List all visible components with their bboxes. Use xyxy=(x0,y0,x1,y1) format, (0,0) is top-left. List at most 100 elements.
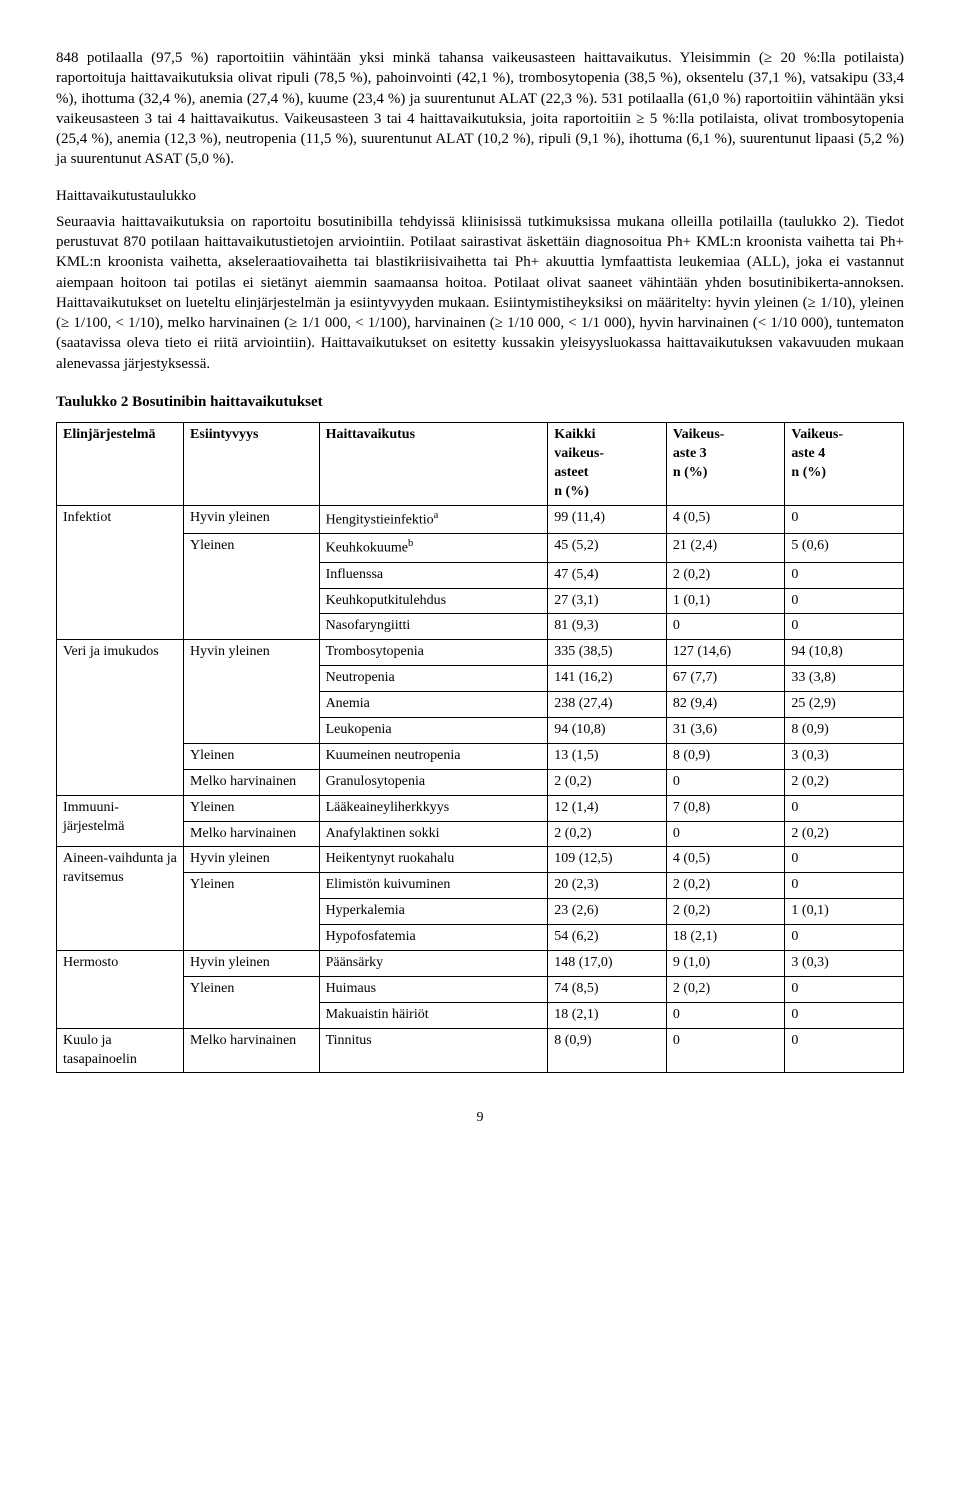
cell-all-grades: 238 (27,4) xyxy=(548,692,667,718)
cell-grade-3: 0 xyxy=(666,1002,785,1028)
cell-grade-3: 1 (0,1) xyxy=(666,588,785,614)
cell-grade-3: 18 (2,1) xyxy=(666,925,785,951)
cell-grade-4: 0 xyxy=(785,505,904,534)
table-row: YleinenKuumeinen neutropenia13 (1,5)8 (0… xyxy=(57,743,904,769)
body-paragraph-2: Seuraavia haittavaikutuksia on raportoit… xyxy=(56,212,904,374)
cell-adverse-event: Leukopenia xyxy=(319,718,548,744)
cell-frequency: Hyvin yleinen xyxy=(184,505,320,534)
cell-grade-4: 3 (0,3) xyxy=(785,951,904,977)
cell-adverse-event: Päänsärky xyxy=(319,951,548,977)
col-header-system: Elinjärjestelmä xyxy=(57,423,184,506)
cell-frequency: Melko harvinainen xyxy=(184,1028,320,1073)
cell-all-grades: 335 (38,5) xyxy=(548,640,667,666)
cell-adverse-event: Heikentynyt ruokahalu xyxy=(319,847,548,873)
cell-grade-4: 94 (10,8) xyxy=(785,640,904,666)
cell-all-grades: 81 (9,3) xyxy=(548,614,667,640)
cell-grade-3: 0 xyxy=(666,769,785,795)
cell-all-grades: 2 (0,2) xyxy=(548,821,667,847)
table-title: Taulukko 2 Bosutinibin haittavaikutukset xyxy=(56,392,904,412)
table-row: HermostoHyvin yleinenPäänsärky148 (17,0)… xyxy=(57,951,904,977)
cell-grade-3: 0 xyxy=(666,1028,785,1073)
cell-all-grades: 8 (0,9) xyxy=(548,1028,667,1073)
cell-system: Kuulo ja tasapainoelin xyxy=(57,1028,184,1073)
page-number: 9 xyxy=(56,1109,904,1128)
cell-frequency: Melko harvinainen xyxy=(184,769,320,795)
cell-adverse-event: Hengitystieinfektioa xyxy=(319,505,548,534)
cell-all-grades: 13 (1,5) xyxy=(548,743,667,769)
cell-grade-3: 2 (0,2) xyxy=(666,873,785,899)
table-row: Melko harvinainenAnafylaktinen sokki2 (0… xyxy=(57,821,904,847)
cell-grade-4: 0 xyxy=(785,925,904,951)
cell-adverse-event: Hypofosfatemia xyxy=(319,925,548,951)
cell-system: Aineen-vaihdunta ja ravitsemus xyxy=(57,847,184,951)
cell-all-grades: 47 (5,4) xyxy=(548,562,667,588)
cell-grade-3: 2 (0,2) xyxy=(666,899,785,925)
cell-frequency: Melko harvinainen xyxy=(184,821,320,847)
cell-all-grades: 20 (2,3) xyxy=(548,873,667,899)
cell-grade-4: 0 xyxy=(785,614,904,640)
cell-grade-3: 7 (0,8) xyxy=(666,795,785,821)
cell-grade-4: 0 xyxy=(785,976,904,1002)
body-paragraph-1: 848 potilaalla (97,5 %) raportoitiin väh… xyxy=(56,48,904,170)
cell-grade-3: 0 xyxy=(666,821,785,847)
cell-frequency: Yleinen xyxy=(184,795,320,821)
cell-grade-4: 3 (0,3) xyxy=(785,743,904,769)
cell-grade-4: 2 (0,2) xyxy=(785,769,904,795)
cell-all-grades: 23 (2,6) xyxy=(548,899,667,925)
col-header-grade-4: Vaikeus- aste 4 n (%) xyxy=(785,423,904,506)
cell-grade-4: 0 xyxy=(785,1028,904,1073)
subsection-title: Haittavaikutustaulukko xyxy=(56,186,904,206)
col-header-all-grades: Kaikki vaikeus- asteet n (%) xyxy=(548,423,667,506)
cell-adverse-event: Tinnitus xyxy=(319,1028,548,1073)
cell-adverse-event: Nasofaryngiitti xyxy=(319,614,548,640)
col-header-grade-3: Vaikeus- aste 3 n (%) xyxy=(666,423,785,506)
cell-adverse-event: Influenssa xyxy=(319,562,548,588)
cell-frequency: Hyvin yleinen xyxy=(184,640,320,744)
cell-grade-4: 0 xyxy=(785,1002,904,1028)
cell-grade-4: 8 (0,9) xyxy=(785,718,904,744)
cell-all-grades: 54 (6,2) xyxy=(548,925,667,951)
cell-adverse-event: Keuhkokuumeb xyxy=(319,534,548,563)
cell-adverse-event: Elimistön kuivuminen xyxy=(319,873,548,899)
cell-grade-3: 4 (0,5) xyxy=(666,847,785,873)
cell-grade-4: 33 (3,8) xyxy=(785,666,904,692)
cell-adverse-event: Kuumeinen neutropenia xyxy=(319,743,548,769)
cell-grade-4: 0 xyxy=(785,562,904,588)
cell-adverse-event: Hyperkalemia xyxy=(319,899,548,925)
cell-grade-4: 25 (2,9) xyxy=(785,692,904,718)
cell-adverse-event: Makuaistin häiriöt xyxy=(319,1002,548,1028)
cell-grade-4: 0 xyxy=(785,873,904,899)
cell-grade-4: 2 (0,2) xyxy=(785,821,904,847)
cell-adverse-event: Trombosytopenia xyxy=(319,640,548,666)
cell-adverse-event: Anemia xyxy=(319,692,548,718)
cell-grade-3: 8 (0,9) xyxy=(666,743,785,769)
cell-adverse-event: Neutropenia xyxy=(319,666,548,692)
table-row: Kuulo ja tasapainoelinMelko harvinainenT… xyxy=(57,1028,904,1073)
cell-grade-4: 1 (0,1) xyxy=(785,899,904,925)
cell-grade-3: 31 (3,6) xyxy=(666,718,785,744)
cell-all-grades: 109 (12,5) xyxy=(548,847,667,873)
cell-all-grades: 27 (3,1) xyxy=(548,588,667,614)
cell-system: Infektiot xyxy=(57,505,184,640)
cell-grade-3: 82 (9,4) xyxy=(666,692,785,718)
table-row: Veri ja imukudosHyvin yleinenTrombosytop… xyxy=(57,640,904,666)
cell-all-grades: 141 (16,2) xyxy=(548,666,667,692)
table-row: YleinenElimistön kuivuminen20 (2,3)2 (0,… xyxy=(57,873,904,899)
cell-all-grades: 18 (2,1) xyxy=(548,1002,667,1028)
cell-system: Veri ja imukudos xyxy=(57,640,184,795)
table-row: Immuuni-järjestelmäYleinenLääkeaineylihe… xyxy=(57,795,904,821)
cell-all-grades: 148 (17,0) xyxy=(548,951,667,977)
cell-grade-3: 4 (0,5) xyxy=(666,505,785,534)
table-row: YleinenKeuhkokuumeb45 (5,2)21 (2,4)5 (0,… xyxy=(57,534,904,563)
table-header: Elinjärjestelmä Esiintyvyys Haittavaikut… xyxy=(57,423,904,506)
cell-adverse-event: Granulosytopenia xyxy=(319,769,548,795)
cell-frequency: Yleinen xyxy=(184,534,320,640)
table-row: YleinenHuimaus74 (8,5)2 (0,2)0 xyxy=(57,976,904,1002)
cell-all-grades: 99 (11,4) xyxy=(548,505,667,534)
cell-frequency: Yleinen xyxy=(184,743,320,769)
cell-frequency: Hyvin yleinen xyxy=(184,847,320,873)
cell-grade-3: 127 (14,6) xyxy=(666,640,785,666)
cell-grade-4: 0 xyxy=(785,847,904,873)
col-header-frequency: Esiintyvyys xyxy=(184,423,320,506)
cell-all-grades: 12 (1,4) xyxy=(548,795,667,821)
